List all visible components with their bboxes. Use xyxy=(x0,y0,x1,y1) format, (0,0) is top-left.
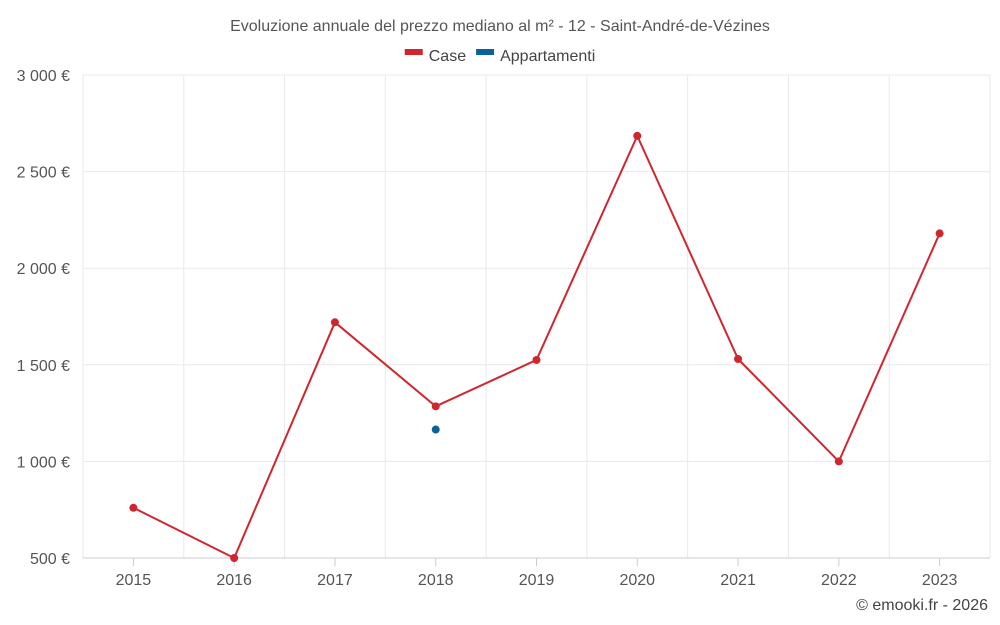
data-point[interactable] xyxy=(230,554,239,562)
legend-item[interactable]: Case xyxy=(404,48,466,65)
data-point[interactable] xyxy=(330,318,339,327)
data-point[interactable] xyxy=(935,229,944,238)
data-point[interactable] xyxy=(633,131,642,140)
data-point[interactable] xyxy=(129,503,138,512)
data-point[interactable] xyxy=(431,402,440,411)
data-point[interactable] xyxy=(834,457,843,466)
x-tick-label: 2016 xyxy=(216,572,252,589)
y-tick-label: 2 500 € xyxy=(17,165,70,182)
legend-label: Case xyxy=(429,48,466,65)
y-tick-label: 2 000 € xyxy=(17,261,70,278)
grid xyxy=(82,74,991,559)
x-tick-label: 2020 xyxy=(619,572,655,589)
legend-swatch xyxy=(476,49,495,55)
y-tick-label: 1 500 € xyxy=(17,358,70,375)
series-line xyxy=(132,134,941,559)
data-point[interactable] xyxy=(431,425,440,434)
legend-swatch xyxy=(404,49,423,55)
y-tick-label: 500 € xyxy=(30,551,70,568)
x-tick-label: 2019 xyxy=(519,572,555,589)
x-tick-label: 2018 xyxy=(418,572,454,589)
credits-text: © emooki.fr - 2026 xyxy=(856,597,988,614)
y-axis: 500 € 1 000 € 1 500 € 2 000 € 2 500 € 3 000 € xyxy=(17,68,70,568)
x-tick-label: 2022 xyxy=(821,572,857,589)
series-layer xyxy=(129,131,944,562)
y-tick-label: 1 000 € xyxy=(17,454,70,471)
x-tick-label: 2021 xyxy=(720,572,756,589)
x-tick-label: 2023 xyxy=(922,572,958,589)
legend-label: Appartamenti xyxy=(500,48,595,65)
data-point[interactable] xyxy=(734,355,743,364)
x-tick-label: 2015 xyxy=(116,572,152,589)
y-tick-label: 3 000 € xyxy=(17,68,70,85)
x-tick-label: 2017 xyxy=(317,572,353,589)
legend-item[interactable]: Appartamenti xyxy=(476,48,595,65)
chart-title: Evoluzione annuale del prezzo mediano al… xyxy=(230,18,770,35)
x-axis: 2015 2016 2017 2018 2019 2020 2021 2022 2023 xyxy=(83,557,990,589)
data-point[interactable] xyxy=(532,355,541,364)
legend: Case Appartamenti xyxy=(404,48,595,65)
